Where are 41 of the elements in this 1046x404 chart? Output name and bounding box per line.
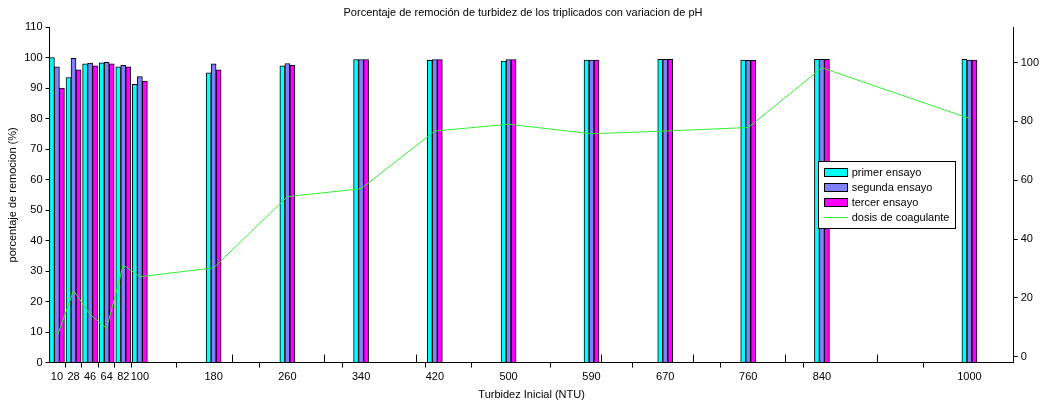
legend-label: tercer ensayo <box>851 194 919 210</box>
x-tick-label: 420 <box>425 370 444 383</box>
y2-tick-label: 20 <box>1020 290 1033 303</box>
y2-tick-label: 80 <box>1020 114 1033 127</box>
legend-label: segunda ensayo <box>851 179 933 195</box>
x-tick-label: 28 <box>67 370 80 383</box>
x-tick-label: 180 <box>204 370 223 383</box>
legend-label: primer ensayo <box>851 164 922 180</box>
y-tick-label: 110 <box>25 20 43 33</box>
x-tick-label: 670 <box>656 370 675 383</box>
y2-tick-label: 40 <box>1020 232 1033 245</box>
x-tick-label: 500 <box>499 370 518 383</box>
y-tick-label: 90 <box>30 81 43 94</box>
y-tick-label: 0 <box>36 355 43 368</box>
y-tick-label: 70 <box>30 142 43 155</box>
x-axis-title: Turbidez Inicial (NTU) <box>478 388 585 401</box>
x-tick-label: 82 <box>117 370 130 383</box>
x-tick-label: 840 <box>812 370 832 383</box>
x-tick-label: 1000 <box>957 370 982 383</box>
y2-tick-label: 100 <box>1020 55 1040 68</box>
x-tick-label: 340 <box>351 370 371 383</box>
x-tick-label: 46 <box>83 370 97 383</box>
chart-title: Porcentaje de remoción de turbidez de los triplicados con variacion de pH <box>343 5 703 18</box>
x-tick-label: 260 <box>278 370 297 383</box>
y-tick-label: 20 <box>30 294 43 307</box>
x-tick-label: 64 <box>100 370 113 383</box>
y-tick-label: 10 <box>30 325 43 338</box>
x-tick-label: 590 <box>582 370 601 383</box>
y2-tick-label: 0 <box>1020 349 1027 362</box>
x-tick-label: 760 <box>739 370 758 383</box>
x-tick-label: 10 <box>50 370 64 383</box>
x-tick-label: 100 <box>130 370 150 383</box>
y-tick-label: 50 <box>30 203 43 216</box>
y-tick-label: 60 <box>30 172 43 185</box>
y-tick-label: 100 <box>24 50 43 63</box>
y2-tick-label: 60 <box>1020 173 1033 186</box>
legend-label: dosis de coagulante <box>851 209 950 225</box>
y-axis-title: porcentaje de remocion (%) <box>5 127 18 263</box>
y-tick-label: 30 <box>30 264 43 277</box>
y-tick-label: 80 <box>30 111 43 124</box>
y-tick-label: 40 <box>30 233 43 246</box>
